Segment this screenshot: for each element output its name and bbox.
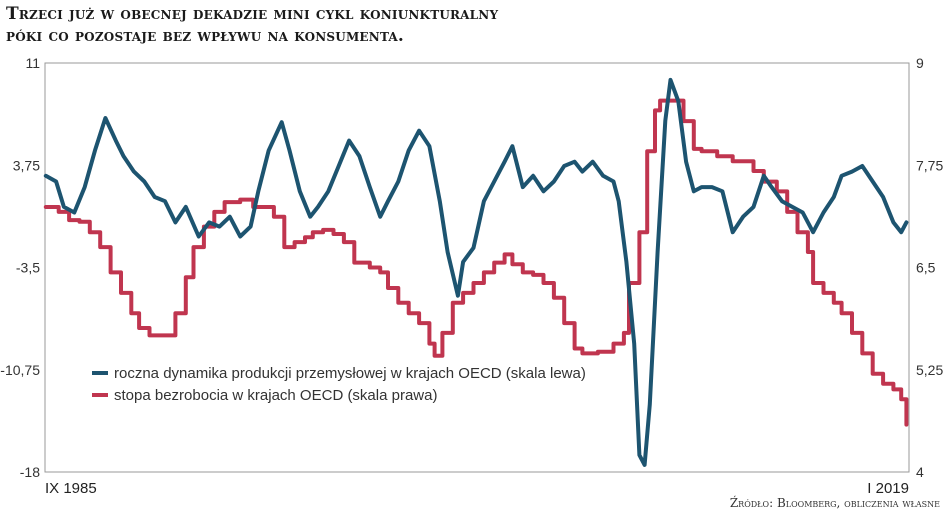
- left-tick-label: -18: [20, 464, 40, 480]
- chart-title: Trzeci już w obecnej dekadzie mini cykl …: [6, 3, 498, 47]
- right-axis-ticks: 9 7,75 6,5 5,25 4: [916, 55, 943, 480]
- legend: roczna dynamika produkcji przemysłowej w…: [92, 365, 586, 404]
- left-tick-label: -3,5: [16, 260, 40, 276]
- x-tick-label-end: I 2019: [867, 480, 909, 497]
- chart-title-line-2: póki co pozostaje bez wpływu na konsumen…: [6, 26, 405, 46]
- plot-frame: [44, 62, 910, 473]
- right-tick-label: 9: [916, 55, 924, 71]
- legend-label-production: roczna dynamika produkcji przemysłowej w…: [114, 365, 586, 382]
- left-tick-label: -10,75: [0, 362, 40, 378]
- series-lines: [43, 77, 909, 467]
- legend-label-unemployment: stopa bezrobocia w krajach OECD (skala p…: [114, 387, 437, 404]
- right-tick-label: 7,75: [916, 157, 943, 173]
- right-tick-label: 5,25: [916, 362, 943, 378]
- chart-title-line-1: Trzeci już w obecnej dekadzie mini cykl …: [6, 4, 499, 24]
- left-axis-ticks: 11 3,75 -3,5 -10,75 -18: [0, 55, 40, 480]
- left-tick-label: 11: [25, 55, 40, 71]
- series-line-production: [43, 77, 909, 467]
- left-tick-label: 3,75: [13, 157, 40, 173]
- series-line-unemployment: [43, 98, 909, 427]
- right-tick-label: 6,5: [916, 260, 936, 276]
- right-tick-label: 4: [916, 464, 924, 480]
- source-note: Źródło: Bloomberg, obliczenia własne: [729, 496, 940, 510]
- x-tick-label-start: IX 1985: [45, 480, 97, 497]
